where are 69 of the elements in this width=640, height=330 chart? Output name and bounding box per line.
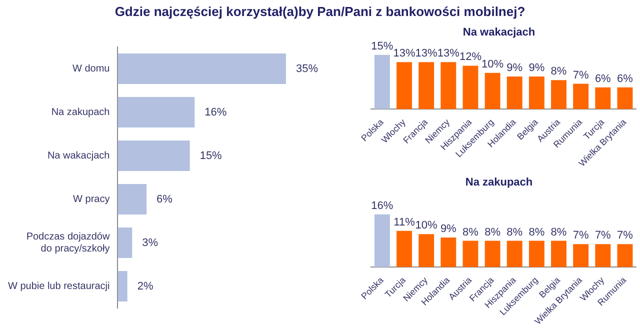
y-tick-label: W pracy [73,194,110,205]
data-label: 6% [156,193,173,206]
bar [374,54,390,110]
bar [118,140,190,171]
data-label: 6% [617,72,634,85]
data-label: 9% [506,62,523,74]
data-label: 9% [528,62,545,74]
bar [617,244,633,268]
bar [528,76,544,110]
data-label: 13% [415,48,438,60]
text: Gdzie najczęściej korzystał(a)by Pan/Pani z bankowości mobilnej? [114,4,526,19]
data-label: 11% [394,216,416,228]
data-label: 6% [594,72,612,85]
bar [573,244,589,268]
bar [551,80,566,110]
y-tick-label: Na wakacjach [47,150,110,162]
data-label: 8% [550,66,567,78]
bar [118,54,286,84]
chart-title: Na zakupach [465,176,533,189]
data-label: 10% [415,220,438,232]
bar [506,240,522,268]
data-label: 13% [437,48,460,60]
bar [118,184,147,214]
y-tick-label: W pubie lub restauracji [8,281,110,292]
data-label: 35% [296,62,318,75]
bar [374,214,390,268]
bar [396,230,412,268]
bar [528,240,544,268]
bar [118,271,128,302]
bar [551,240,566,268]
bar [462,66,478,110]
bar [440,62,456,110]
data-label: 8% [462,226,479,238]
bar [595,87,611,110]
data-label: 12% [459,51,482,64]
chart-title: Na wakacjach [462,26,536,39]
bar [484,72,500,110]
data-label: 15% [371,40,394,52]
y-tick-label: W domu [72,64,110,74]
bar [396,62,412,110]
data-label: 13% [393,48,416,60]
data-label: 10% [482,58,504,70]
bar [506,76,522,110]
data-label: 7% [572,69,589,82]
data-label: 2% [137,280,154,292]
bar [418,234,434,268]
data-label: 16% [371,200,394,212]
data-label: 7% [617,230,634,242]
bar [595,244,611,268]
bar [118,228,132,258]
bar [617,87,633,110]
bar [440,237,456,268]
data-label: 16% [204,106,227,118]
data-label: 15% [200,150,222,162]
bar [573,84,589,110]
data-label: 7% [594,230,612,242]
bar [118,97,195,128]
data-label: 7% [572,230,589,242]
data-label: 8% [550,226,567,238]
bar [462,240,478,268]
y-tick-label: Na zakupach [51,107,110,118]
bar [484,240,500,268]
data-label: 8% [528,226,545,238]
data-label: 3% [142,236,158,249]
data-label: 8% [484,226,501,238]
data-label: 9% [440,223,457,236]
data-label: 8% [506,226,523,238]
bar [418,62,434,110]
y-tick-label: Podczas dojazdów do pracy/szkoły [26,232,110,254]
